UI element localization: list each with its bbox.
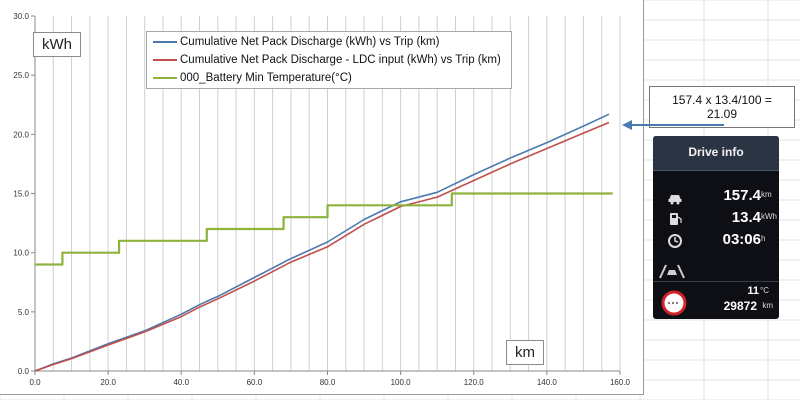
drive-info-title: Drive info	[688, 145, 744, 159]
efficiency-row: 13.4 kWh	[653, 208, 779, 230]
divider	[653, 281, 779, 282]
x-tick-label: 120.0	[464, 378, 485, 387]
distance-unit: km	[761, 190, 772, 199]
legend-label: Cumulative Net Pack Discharge - LDC inpu…	[180, 54, 501, 66]
series-line-1	[34, 113, 610, 372]
x-tick-label: 140.0	[537, 378, 558, 387]
axes	[31, 15, 621, 375]
y-tick-label: 25.0	[13, 71, 29, 80]
x-tick-label: 40.0	[173, 378, 189, 387]
x-tick-label: 80.0	[320, 378, 336, 387]
distance-row: 157.4 km	[653, 186, 779, 208]
chart-legend[interactable]: Cumulative Net Pack Discharge (kWh) vs T…	[146, 31, 512, 89]
calculation-annotation[interactable]: 157.4 x 13.4/100 = 21.09	[649, 86, 795, 128]
legend-entry: Cumulative Net Pack Discharge (kWh) vs T…	[153, 33, 505, 51]
car-icon	[668, 195, 682, 205]
y-tick-label: 0.0	[18, 367, 30, 376]
x-tick-label: 60.0	[247, 378, 263, 387]
y-tick-label: 5.0	[18, 308, 30, 317]
y-tick-label: 15.0	[13, 190, 29, 199]
legend-swatch	[153, 77, 177, 79]
speed-limit-icon	[661, 290, 687, 316]
y-tick-label: 10.0	[13, 249, 29, 258]
tick-labels: 0.0 5.0 10.0 15.0 20.0 25.0 30.0 0.0 20.0 40.0 60.…	[13, 12, 630, 387]
x-tick-label: 100.0	[391, 378, 412, 387]
legend-label: 000_Battery Min Temperature(°C)	[180, 72, 352, 84]
outside-temperature-value: 11	[747, 285, 759, 297]
lane-assist-icon	[659, 264, 685, 279]
time-value: 03:06	[722, 231, 761, 248]
outside-temperature-unit: °C	[760, 286, 769, 295]
x-tick-label: 0.0	[29, 378, 41, 387]
series-line-2	[34, 121, 610, 372]
legend-entry: 000_Battery Min Temperature(°C)	[153, 69, 505, 87]
odometer-value: 29872	[723, 299, 757, 313]
drive-info-panel: Drive info 157.4 km 13.4 kWh 03:06 h	[653, 136, 779, 319]
clock-icon	[668, 234, 682, 248]
y-tick-label: 20.0	[13, 130, 29, 139]
series-line-3	[35, 192, 613, 266]
annotation-arrow	[622, 120, 724, 130]
efficiency-value: 13.4	[731, 209, 761, 226]
legend-swatch	[153, 59, 177, 61]
distance-value: 157.4	[723, 187, 761, 204]
legend-label: Cumulative Net Pack Discharge (kWh) vs T…	[180, 36, 440, 48]
legend-entry: Cumulative Net Pack Discharge - LDC inpu…	[153, 51, 505, 69]
drive-info-header: Drive info	[653, 136, 779, 171]
legend-swatch	[153, 41, 177, 43]
x-axis-label: km	[506, 340, 544, 365]
x-tick-label: 20.0	[100, 378, 116, 387]
efficiency-unit: kWh	[761, 212, 777, 221]
charging-station-icon	[670, 213, 682, 225]
series-lines	[34, 113, 613, 372]
x-tick-label: 160.0	[610, 378, 631, 387]
odometer-unit: km	[762, 301, 773, 310]
time-unit: h	[761, 234, 766, 243]
time-row: 03:06 h	[653, 230, 779, 252]
y-tick-label: 30.0	[13, 12, 29, 21]
y-axis-label: kWh	[33, 32, 81, 57]
